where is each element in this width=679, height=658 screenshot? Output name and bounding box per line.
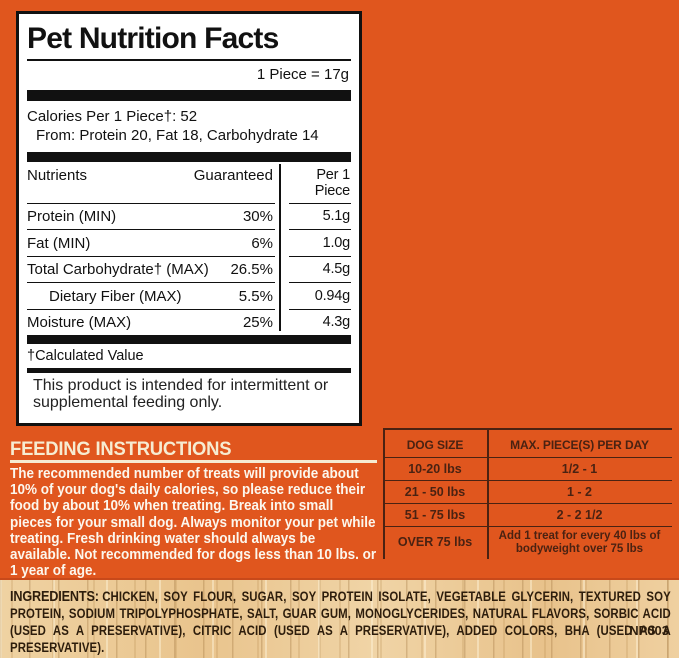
dog-size-value: 21 - 50 lbs [404,485,466,499]
feeding-heading-underline [10,460,377,463]
title-divider [27,59,351,61]
dog-size-table: DOG SIZE MAX. PIECE(S) PER DAY 10-20 lbs… [383,428,672,559]
table-row: OVER 75 lbs Add 1 treat for every 40 lbs… [383,527,672,559]
nutrient-per-piece: 0.94g [289,283,351,310]
calories-from-line: From: Protein 20, Fat 18, Carbohydrate 1… [36,127,319,144]
dog-size-value: 10-20 lbs [408,462,462,476]
table-row: 51 - 75 lbs 2 - 2 1/2 [383,504,672,527]
table-row: Protein (MIN) 30% 5.1g [27,204,351,230]
nutrient-guaranteed: 25% [242,314,273,331]
pieces-value: 2 - 2 1/2 [556,508,603,522]
nutrient-label: Protein (MIN) [27,208,117,225]
ingredients-section: INGREDIENTS: CHICKEN, SOY FLOUR, SUGAR, S… [0,578,679,658]
dog-table-header-row: DOG SIZE MAX. PIECE(S) PER DAY [383,430,672,458]
pieces-value: 1 - 2 [566,485,592,499]
table-row: Moisture (MAX) 25% 4.3g [27,310,351,336]
ingredients-list: CHICKEN, SOY FLOUR, SUGAR, SOY PROTEIN I… [10,589,671,655]
nutrient-per-piece: 4.3g [322,314,351,330]
nutrient-per-piece: 4.5g [289,257,351,283]
nutrient-label: Fat (MIN) [27,234,91,252]
separator-bar [27,368,351,373]
product-code: NP003 [629,623,669,638]
dog-size-value: OVER 75 lbs [397,535,473,549]
feeding-instructions-heading: FEEDING INSTRUCTIONS [10,439,232,460]
separator-bar [27,90,351,101]
nutrient-guaranteed: 5.5% [238,287,273,305]
col-header-guaranteed: Guaranteed [193,166,273,184]
col-header-max-pieces: MAX. PIECE(S) PER DAY [510,438,649,452]
nutrient-label: Dietary Fiber (MAX) [49,287,182,305]
table-row: 10-20 lbs 1/2 - 1 [383,458,672,481]
feeding-instructions-text: The recommended number of treats will pr… [10,466,377,580]
col-header-per-piece: Per 1 Piece [289,162,351,204]
nutrient-guaranteed: 26.5% [230,261,273,278]
nutrient-per-piece: 1.0g [289,230,351,257]
nutrients-header-row: Nutrients Guaranteed Per 1 Piece [27,162,351,204]
nutrition-facts-panel: Pet Nutrition Facts 1 Piece = 17g Calori… [16,11,362,426]
nutrient-label: Moisture (MAX) [27,314,132,331]
calories-line: Calories Per 1 Piece†: 52 [27,108,198,125]
pieces-value: Add 1 treat for every 40 lbs of bodyweig… [498,530,661,555]
col-header-dog-size: DOG SIZE [406,438,464,452]
table-row: Dietary Fiber (MAX) 5.5% 0.94g [27,283,351,310]
pieces-value: 1/2 - 1 [561,462,598,476]
nutrient-guaranteed: 6% [251,234,273,252]
separator-bar [27,152,351,162]
nutrients-table: Nutrients Guaranteed Per 1 Piece Protein… [27,162,351,335]
nutrient-per-piece: 5.1g [289,204,351,230]
calculated-value-footnote: †Calculated Value [27,348,144,364]
table-row: Total Carbohydrate† (MAX) 26.5% 4.5g [27,257,351,283]
nutrient-label: Total Carbohydrate† (MAX) [27,261,209,278]
serving-size: 1 Piece = 17g [256,66,349,83]
panel-title: Pet Nutrition Facts [27,22,279,55]
col-header-nutrients: Nutrients [27,166,88,184]
dog-size-value: 51 - 75 lbs [404,508,466,522]
separator-bar [27,335,351,344]
calories-block: Calories Per 1 Piece†: 52 From: Protein … [27,107,351,145]
ingredients-text: INGREDIENTS: CHICKEN, SOY FLOUR, SUGAR, S… [10,588,671,656]
table-row: 21 - 50 lbs 1 - 2 [383,481,672,504]
intermittent-feeding-disclaimer: This product is intended for intermitten… [33,377,329,411]
nutrient-guaranteed: 30% [242,208,273,225]
ingredients-label: INGREDIENTS: [10,588,99,605]
table-row: Fat (MIN) 6% 1.0g [27,230,351,257]
